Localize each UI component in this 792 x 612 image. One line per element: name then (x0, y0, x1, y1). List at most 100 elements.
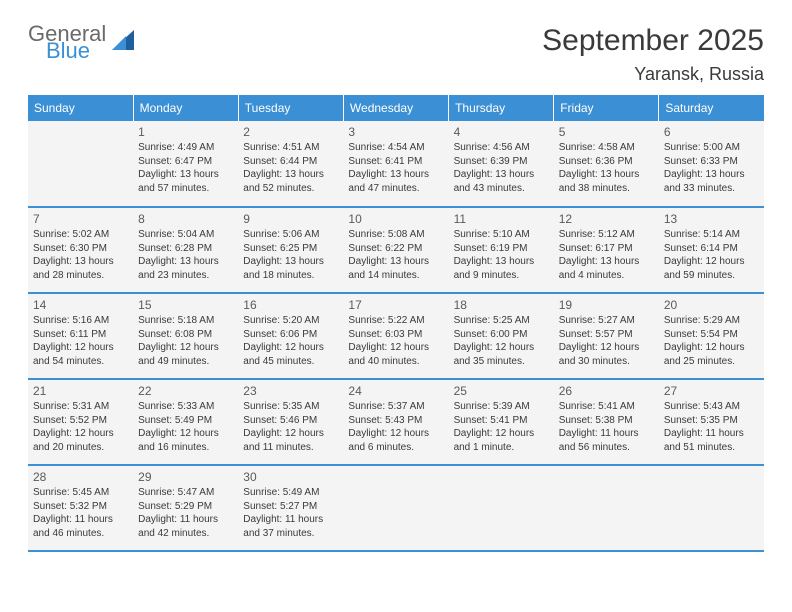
sunset-line: Sunset: 6:14 PM (664, 242, 759, 256)
day-info: Sunrise: 5:06 AMSunset: 6:25 PMDaylight:… (243, 228, 338, 282)
daylight-line: Daylight: 12 hours and 45 minutes. (243, 341, 338, 368)
calendar-cell: 11Sunrise: 5:10 AMSunset: 6:19 PMDayligh… (449, 207, 554, 293)
sunset-line: Sunset: 5:52 PM (33, 414, 128, 428)
day-info: Sunrise: 4:58 AMSunset: 6:36 PMDaylight:… (559, 141, 654, 195)
sunrise-line: Sunrise: 5:04 AM (138, 228, 233, 242)
daylight-line: Daylight: 12 hours and 49 minutes. (138, 341, 233, 368)
daylight-line: Daylight: 12 hours and 6 minutes. (348, 427, 443, 454)
calendar-cell: 27Sunrise: 5:43 AMSunset: 5:35 PMDayligh… (659, 379, 764, 465)
calendar-cell: 24 Sunrise: 5:37 AMSunset: 5:43 PMDayligh… (343, 379, 448, 465)
daylight-line: Daylight: 11 hours and 46 minutes. (33, 513, 128, 540)
sunset-line: Sunset: 6:30 PM (33, 242, 128, 256)
daylight-line: Daylight: 11 hours and 51 minutes. (664, 427, 759, 454)
day-number: 28 (33, 470, 128, 484)
calendar-cell: 7Sunrise: 5:02 AMSunset: 6:30 PMDaylight… (28, 207, 133, 293)
day-number: 22 (138, 384, 233, 398)
calendar-cell: 14 Sunrise: 5:16 AMSunset: 6:11 PMDayligh… (28, 293, 133, 379)
day-info: Sunrise: 4:49 AMSunset: 6:47 PMDaylight:… (138, 141, 233, 195)
calendar-cell: 25Sunrise: 5:39 AMSunset: 5:41 PMDayligh… (449, 379, 554, 465)
sunset-line: Sunset: 5:35 PM (664, 414, 759, 428)
day-number: 17 (348, 298, 443, 312)
day-info: Sunrise: 5:39 AMSunset: 5:41 PMDaylight:… (454, 400, 549, 454)
day-info: Sunrise: 5:27 AMSunset: 5:57 PMDaylight:… (559, 314, 654, 368)
day-number: 29 (138, 470, 233, 484)
sunrise-line: Sunrise: 4:49 AM (138, 141, 233, 155)
calendar-cell: 16 Sunrise: 5:20 AMSunset: 6:06 PMDayligh… (238, 293, 343, 379)
day-number: 26 (559, 384, 654, 398)
daylight-line: Daylight: 12 hours and 1 minute. (454, 427, 549, 454)
sunset-line: Sunset: 6:25 PM (243, 242, 338, 256)
daylight-line: Daylight: 12 hours and 20 minutes. (33, 427, 128, 454)
day-number: 24 (348, 384, 443, 398)
daylight-line: Daylight: 12 hours and 25 minutes. (664, 341, 759, 368)
calendar-week-row: 7Sunrise: 5:02 AMSunset: 6:30 PMDaylight… (28, 207, 764, 293)
calendar-cell: 15Sunrise: 5:18 AMSunset: 6:08 PMDayligh… (133, 293, 238, 379)
day-number: 16 (243, 298, 338, 312)
calendar-week-row: 28 Sunrise: 5:45 AMSunset: 5:32 PMDayligh… (28, 465, 764, 551)
calendar-cell (343, 465, 448, 551)
calendar-cell: 29Sunrise: 5:47 AMSunset: 5:29 PMDayligh… (133, 465, 238, 551)
sunset-line: Sunset: 6:06 PM (243, 328, 338, 342)
calendar-cell: 17Sunrise: 5:22 AMSunset: 6:03 PMDayligh… (343, 293, 448, 379)
sunset-line: Sunset: 6:17 PM (559, 242, 654, 256)
calendar-cell: 30Sunrise: 5:49 AMSunset: 5:27 PMDayligh… (238, 465, 343, 551)
day-number: 19 (559, 298, 654, 312)
daylight-line: Daylight: 13 hours and 4 minutes. (559, 255, 654, 282)
day-info: Sunrise: 5:16 AMSunset: 6:11 PMDaylight:… (33, 314, 128, 368)
sunrise-line: Sunrise: 5:16 AM (33, 314, 128, 328)
day-info: Sunrise: 4:54 AMSunset: 6:41 PMDaylight:… (348, 141, 443, 195)
sunrise-line: Sunrise: 5:10 AM (454, 228, 549, 242)
sunset-line: Sunset: 6:39 PM (454, 155, 549, 169)
daylight-line: Daylight: 13 hours and 43 minutes. (454, 168, 549, 195)
sunrise-line: Sunrise: 5:06 AM (243, 228, 338, 242)
day-info: Sunrise: 5:45 AMSunset: 5:32 PMDaylight:… (33, 486, 128, 540)
day-number: 11 (454, 212, 549, 226)
day-number: 7 (33, 212, 128, 226)
calendar-cell: 20Sunrise: 5:29 AMSunset: 5:54 PMDayligh… (659, 293, 764, 379)
calendar-cell: 2Sunrise: 4:51 AMSunset: 6:44 PMDaylight… (238, 121, 343, 207)
sunset-line: Sunset: 6:03 PM (348, 328, 443, 342)
sunset-line: Sunset: 6:00 PM (454, 328, 549, 342)
sunrise-line: Sunrise: 5:35 AM (243, 400, 338, 414)
day-number: 5 (559, 125, 654, 139)
calendar-cell: 28 Sunrise: 5:45 AMSunset: 5:32 PMDayligh… (28, 465, 133, 551)
day-info: Sunrise: 5:31 AMSunset: 5:52 PMDaylight:… (33, 400, 128, 454)
calendar-cell (659, 465, 764, 551)
sunset-line: Sunset: 6:41 PM (348, 155, 443, 169)
daylight-line: Daylight: 12 hours and 59 minutes. (664, 255, 759, 282)
calendar-cell: 26Sunrise: 5:41 AMSunset: 5:38 PMDayligh… (554, 379, 659, 465)
dow-header: Monday (133, 95, 238, 121)
sunrise-line: Sunrise: 5:37 AM (348, 400, 443, 414)
sunset-line: Sunset: 6:33 PM (664, 155, 759, 169)
day-info: Sunrise: 4:56 AMSunset: 6:39 PMDaylight:… (454, 141, 549, 195)
day-info: Sunrise: 5:00 AMSunset: 6:33 PMDaylight:… (664, 141, 759, 195)
sunset-line: Sunset: 5:32 PM (33, 500, 128, 514)
daylight-line: Daylight: 12 hours and 11 minutes. (243, 427, 338, 454)
daylight-line: Daylight: 13 hours and 57 minutes. (138, 168, 233, 195)
day-number: 14 (33, 298, 128, 312)
day-info: Sunrise: 4:51 AMSunset: 6:44 PMDaylight:… (243, 141, 338, 195)
sunrise-line: Sunrise: 5:41 AM (559, 400, 654, 414)
day-number: 3 (348, 125, 443, 139)
sunset-line: Sunset: 5:27 PM (243, 500, 338, 514)
sunrise-line: Sunrise: 5:14 AM (664, 228, 759, 242)
day-info: Sunrise: 5:33 AMSunset: 5:49 PMDaylight:… (138, 400, 233, 454)
sunrise-line: Sunrise: 4:54 AM (348, 141, 443, 155)
calendar-cell (554, 465, 659, 551)
sunrise-line: Sunrise: 4:58 AM (559, 141, 654, 155)
calendar-cell: 23Sunrise: 5:35 AMSunset: 5:46 PMDayligh… (238, 379, 343, 465)
logo: General Blue (28, 24, 138, 62)
day-number: 9 (243, 212, 338, 226)
calendar-cell: 8Sunrise: 5:04 AMSunset: 6:28 PMDaylight… (133, 207, 238, 293)
sunset-line: Sunset: 6:19 PM (454, 242, 549, 256)
day-info: Sunrise: 5:49 AMSunset: 5:27 PMDaylight:… (243, 486, 338, 540)
daylight-line: Daylight: 13 hours and 47 minutes. (348, 168, 443, 195)
day-number: 12 (559, 212, 654, 226)
sunrise-line: Sunrise: 5:45 AM (33, 486, 128, 500)
day-number: 10 (348, 212, 443, 226)
sunset-line: Sunset: 6:11 PM (33, 328, 128, 342)
day-info: Sunrise: 5:20 AMSunset: 6:06 PMDaylight:… (243, 314, 338, 368)
daylight-line: Daylight: 12 hours and 54 minutes. (33, 341, 128, 368)
day-info: Sunrise: 5:37 AMSunset: 5:43 PMDaylight:… (348, 400, 443, 454)
day-number: 15 (138, 298, 233, 312)
